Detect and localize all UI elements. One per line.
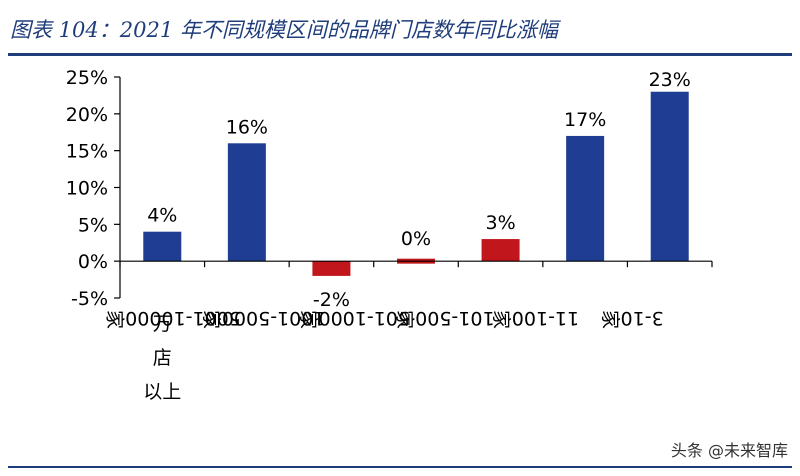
y-tick-label: -5% [71, 288, 108, 310]
x-tick-label: 501-1000家 [300, 307, 410, 329]
y-axis: -5% 0% 5% 10% 15% 20% 25% [66, 67, 121, 310]
bar [143, 231, 182, 262]
data-label: 23% [649, 69, 691, 91]
y-tick-label: 0% [78, 251, 108, 273]
x-tick-label: 5001-10000家 [106, 307, 241, 329]
y-tick-label: 5% [78, 214, 108, 236]
x-tick-label: 3-10家 [602, 307, 664, 329]
bar [312, 261, 351, 276]
data-labels: 4% 16% -2% 0% 3% 17% 23% [147, 69, 691, 311]
bar [566, 135, 605, 262]
y-tick-label: 25% [66, 67, 108, 89]
y-tick-label: 10% [66, 178, 108, 200]
data-label: 4% [147, 205, 177, 227]
page-title: 图表 104：2021 年不同规模区间的品牌门店数年同比涨幅 [10, 18, 558, 42]
x-tick-label: 11-100家 [493, 307, 579, 329]
bottom-divider [8, 466, 792, 468]
title-divider [8, 53, 792, 56]
data-label: -2% [313, 289, 350, 311]
bars [143, 91, 689, 276]
data-label: 16% [226, 116, 268, 138]
watermark-text: 头条 @未来智库 [670, 441, 788, 460]
x-axis: 万店以上5001-10000家1001-5000家501-1000家101-50… [106, 260, 713, 403]
y-tick-label: 20% [66, 104, 108, 126]
bar [481, 239, 520, 262]
x-tick-label: 万店以上 [143, 313, 181, 403]
bar [650, 91, 689, 262]
y-tick-label: 15% [66, 141, 108, 163]
x-tick-label: 1001-5000家 [203, 307, 326, 329]
bar [227, 143, 266, 262]
x-tick-label: 101-500家 [396, 307, 494, 329]
data-label: 3% [485, 212, 515, 234]
data-label: 17% [564, 109, 606, 131]
data-label: 0% [401, 228, 431, 250]
